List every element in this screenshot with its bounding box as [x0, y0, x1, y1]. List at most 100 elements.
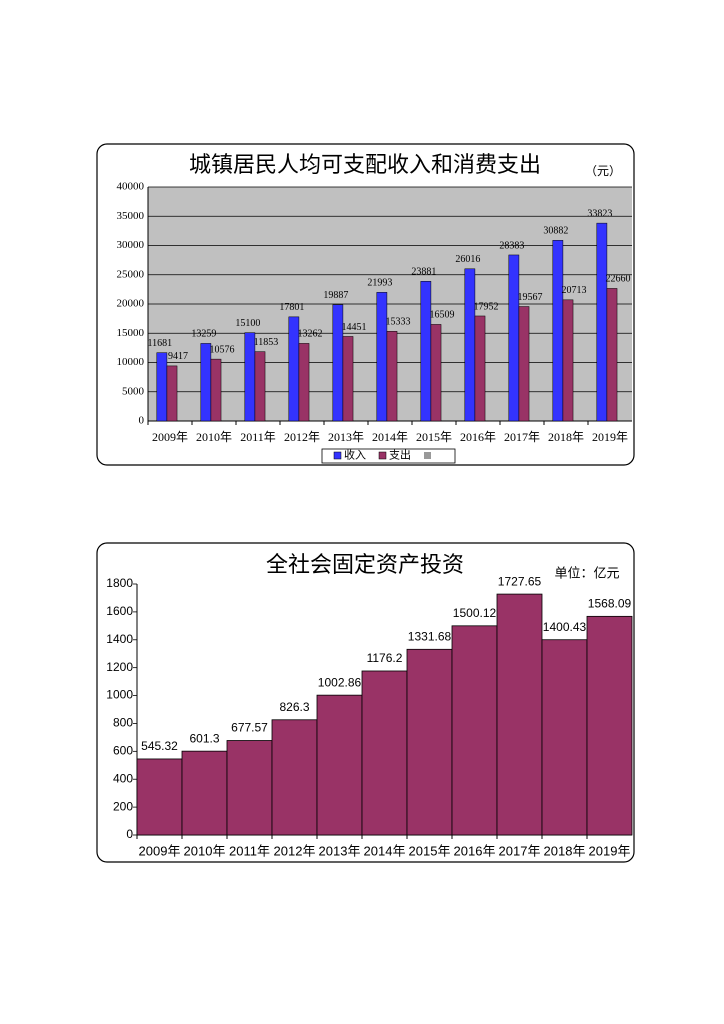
- bar: [586, 615, 633, 836]
- x-tick-label: 2013年: [319, 843, 361, 858]
- x-tick-label: 2009年: [152, 430, 188, 444]
- bar: [508, 254, 520, 422]
- x-tick-label: 2014年: [372, 430, 408, 444]
- value-label: 1727.65: [498, 574, 542, 588]
- bar: [136, 758, 183, 836]
- y-tick-label: 40000: [117, 181, 145, 193]
- y-tick-label: 200: [113, 799, 133, 813]
- unit-label: （元）: [585, 164, 621, 178]
- bar: [464, 268, 476, 422]
- bar: [386, 331, 398, 422]
- value-label: 1500.12: [453, 606, 497, 620]
- x-tick-label: 2012年: [274, 843, 316, 858]
- x-tick-label: 2015年: [409, 843, 451, 858]
- value-label: 1002.86: [318, 675, 362, 689]
- chart-title: 全社会固定资产投资: [266, 552, 464, 577]
- bar: [541, 639, 588, 836]
- value-label: 13259: [191, 329, 216, 340]
- x-tick-label: 2010年: [184, 843, 226, 858]
- value-label: 1400.43: [543, 620, 587, 634]
- value-label: 9417: [168, 351, 188, 362]
- value-label: 30882: [543, 226, 568, 237]
- y-tick-label: 0: [139, 415, 145, 427]
- value-label: 13262: [297, 329, 322, 340]
- bar: [406, 648, 453, 836]
- bar: [606, 288, 618, 422]
- value-label: 1331.68: [408, 629, 452, 643]
- bar: [156, 352, 168, 422]
- legend-label: 支出: [389, 448, 411, 462]
- bar: [342, 336, 354, 422]
- x-tick-label: 2018年: [548, 430, 584, 444]
- value-label: 1568.09: [588, 597, 632, 611]
- value-label: 11681: [148, 338, 173, 349]
- value-label: 33823: [587, 208, 612, 219]
- y-tick-label: 20000: [117, 298, 145, 310]
- unit-label: 单位：亿元: [554, 565, 619, 580]
- x-tick-label: 2018年: [544, 843, 586, 858]
- bar: [226, 740, 273, 836]
- bar: [562, 299, 574, 422]
- x-tick-label: 2015年: [416, 430, 452, 444]
- y-tick-label: 1800: [106, 576, 133, 590]
- value-label: 17952: [473, 301, 498, 312]
- y-tick-label: 1600: [106, 604, 133, 618]
- bar: [271, 719, 318, 836]
- bar: [210, 358, 222, 422]
- y-tick-label: 400: [113, 771, 133, 785]
- bar: [376, 292, 388, 422]
- value-label: 15333: [385, 317, 410, 328]
- income-chart: 城镇居民人均可支配收入和消费支出 （元） 0 5000 10000 15000 2000…: [117, 152, 632, 464]
- value-label: 545.32: [141, 739, 178, 753]
- y-tick-label: 1400: [106, 632, 133, 646]
- value-label: 16509: [429, 310, 454, 321]
- y-tick-label: 1000: [106, 688, 133, 702]
- x-tick-label: 2019年: [589, 843, 631, 858]
- bar: [420, 281, 432, 422]
- value-label: 15100: [235, 318, 260, 329]
- value-label: 601.3: [189, 731, 219, 745]
- bar: [361, 670, 408, 836]
- legend-box: [321, 448, 456, 464]
- value-label: 677.57: [231, 721, 268, 735]
- investment-chart: 全社会固定资产投资 单位：亿元 0 200 400 600 800 1000 1200 140…: [106, 552, 633, 858]
- bar: [496, 593, 543, 836]
- y-tick-label: 25000: [117, 268, 145, 280]
- x-tick-label: 2011年: [240, 430, 276, 444]
- bar: [474, 315, 486, 422]
- x-tick-label: 2017年: [504, 430, 540, 444]
- bar: [316, 694, 363, 836]
- value-label: 26016: [455, 254, 480, 265]
- y-tick-label: 0: [126, 827, 133, 841]
- legend-swatch: [333, 451, 342, 460]
- legend-swatch: [378, 451, 387, 460]
- value-label: 11853: [254, 337, 279, 348]
- x-tick-label: 2010年: [196, 430, 232, 444]
- value-label: 20713: [561, 285, 586, 296]
- value-label: 1176.2: [367, 651, 403, 665]
- y-tick-label: 30000: [117, 239, 145, 251]
- value-label: 19887: [323, 290, 348, 301]
- bar: [298, 343, 310, 422]
- bar: [451, 625, 498, 836]
- x-tick-label: 2011年: [229, 843, 270, 858]
- y-tick-label: 5000: [122, 385, 145, 397]
- x-tick-label: 2013年: [328, 430, 364, 444]
- x-tick-label: 2019年: [592, 430, 628, 444]
- bar: [166, 365, 178, 422]
- y-tick-label: 35000: [117, 210, 145, 222]
- x-tick-label: 2016年: [454, 843, 496, 858]
- legend-label: 收入: [344, 448, 366, 462]
- x-tick-label: 2012年: [284, 430, 320, 444]
- y-tick-label: 800: [113, 716, 133, 730]
- value-label: 21993: [367, 278, 392, 289]
- value-label: 19567: [517, 292, 542, 303]
- x-tick-label: 2017年: [499, 843, 541, 858]
- bar: [552, 240, 564, 422]
- chart-title: 城镇居民人均可支配收入和消费支出: [189, 152, 541, 177]
- bar: [430, 324, 442, 422]
- value-label: 28383: [499, 240, 524, 251]
- bar: [181, 750, 228, 836]
